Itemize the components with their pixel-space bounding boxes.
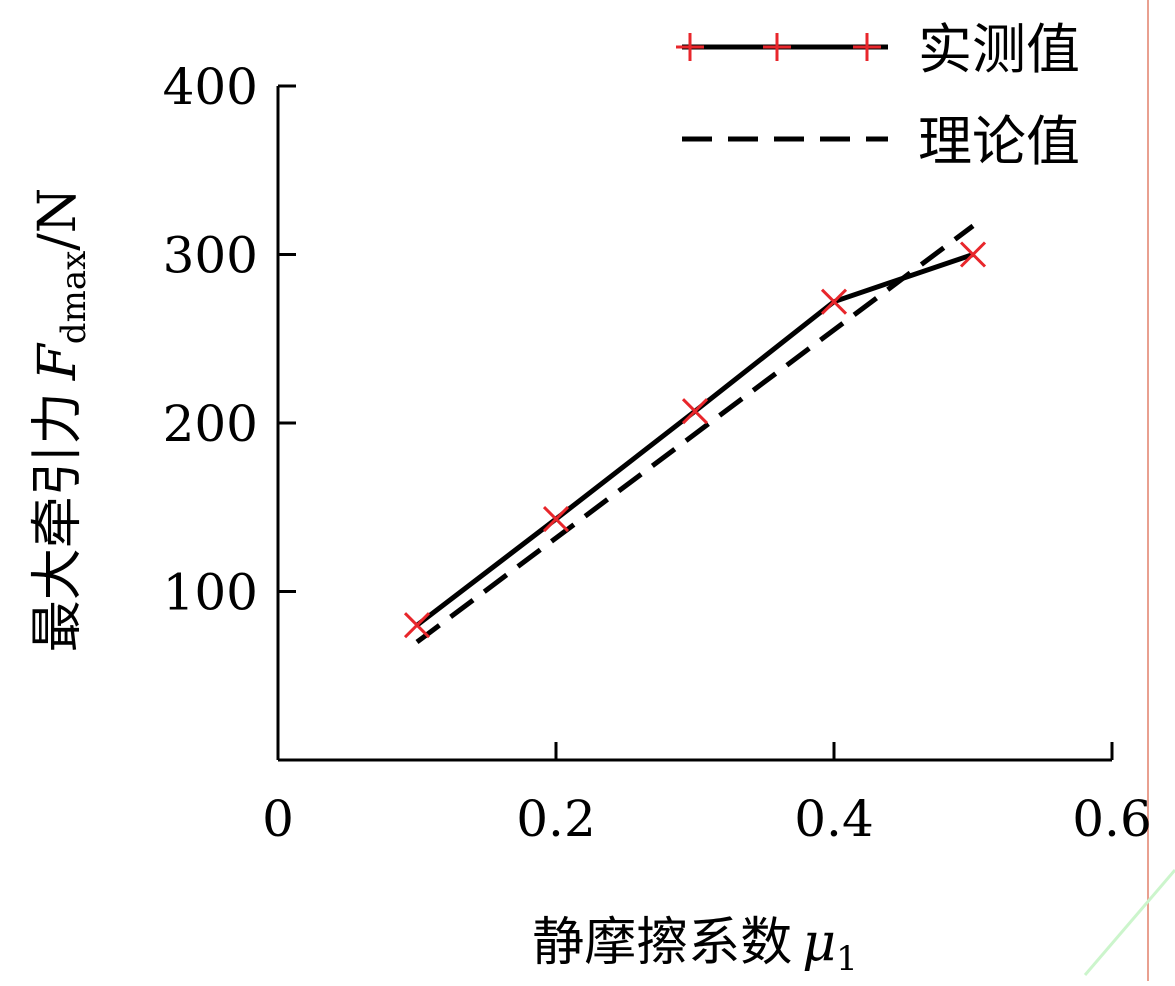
x-axis-title-text: 静摩擦系数 bbox=[532, 913, 792, 973]
ticks: 0 0.2 0.4 0.6 100 200 300 400 bbox=[163, 58, 1152, 848]
y-tick-label: 400 bbox=[163, 58, 258, 116]
legend-marker-measured-1 bbox=[676, 33, 704, 61]
data-point-measured-stroke bbox=[542, 505, 570, 533]
series-layer bbox=[403, 223, 987, 645]
legend-marker-measured-3 bbox=[853, 33, 881, 61]
x-tick-label: 0.6 bbox=[1072, 790, 1152, 848]
y-axis-title-unit: /N bbox=[28, 188, 88, 251]
x-axis-title-symbol: μ bbox=[802, 913, 836, 973]
y-axis-title: 最大牵引力 Fdmax/N bbox=[28, 188, 94, 653]
data-point-measured bbox=[681, 398, 709, 425]
y-tick-label: 100 bbox=[163, 564, 258, 622]
legend-label-measured: 实测值 bbox=[918, 18, 1080, 81]
decor bbox=[1083, 0, 1175, 981]
x-tick-label: 0.2 bbox=[516, 790, 596, 848]
data-point-measured bbox=[403, 612, 431, 639]
data-point-measured-stroke bbox=[959, 241, 987, 268]
x-tick-label: 0.4 bbox=[794, 790, 874, 848]
corner-decor-line bbox=[1083, 869, 1175, 976]
y-axis-title-subscript: dmax bbox=[54, 251, 94, 344]
data-point-measured bbox=[959, 241, 987, 268]
x-tick-label: 0 bbox=[262, 790, 294, 848]
data-point-measured bbox=[542, 505, 570, 533]
y-axis-title-text: 最大牵引力 bbox=[28, 392, 88, 652]
y-tick-label: 300 bbox=[163, 227, 258, 285]
data-point-measured bbox=[820, 288, 848, 315]
x-axis-title-subscript: 1 bbox=[836, 939, 858, 979]
y-axis-title-symbol: F bbox=[28, 342, 88, 381]
data-point-measured-stroke bbox=[681, 398, 709, 425]
x-axis-title: 静摩擦系数 μ1 bbox=[532, 913, 857, 979]
legend-marker-measured-2 bbox=[763, 33, 791, 61]
series-line-theory bbox=[415, 223, 975, 645]
data-point-measured-stroke bbox=[820, 288, 848, 315]
y-tick-label: 200 bbox=[163, 395, 258, 453]
data-point-measured-stroke bbox=[403, 612, 431, 639]
legend-label-theory: 理论值 bbox=[918, 110, 1080, 173]
axes bbox=[276, 86, 1112, 762]
legend: 实测值 理论值 bbox=[676, 18, 1080, 173]
series-line-measured bbox=[415, 252, 974, 628]
